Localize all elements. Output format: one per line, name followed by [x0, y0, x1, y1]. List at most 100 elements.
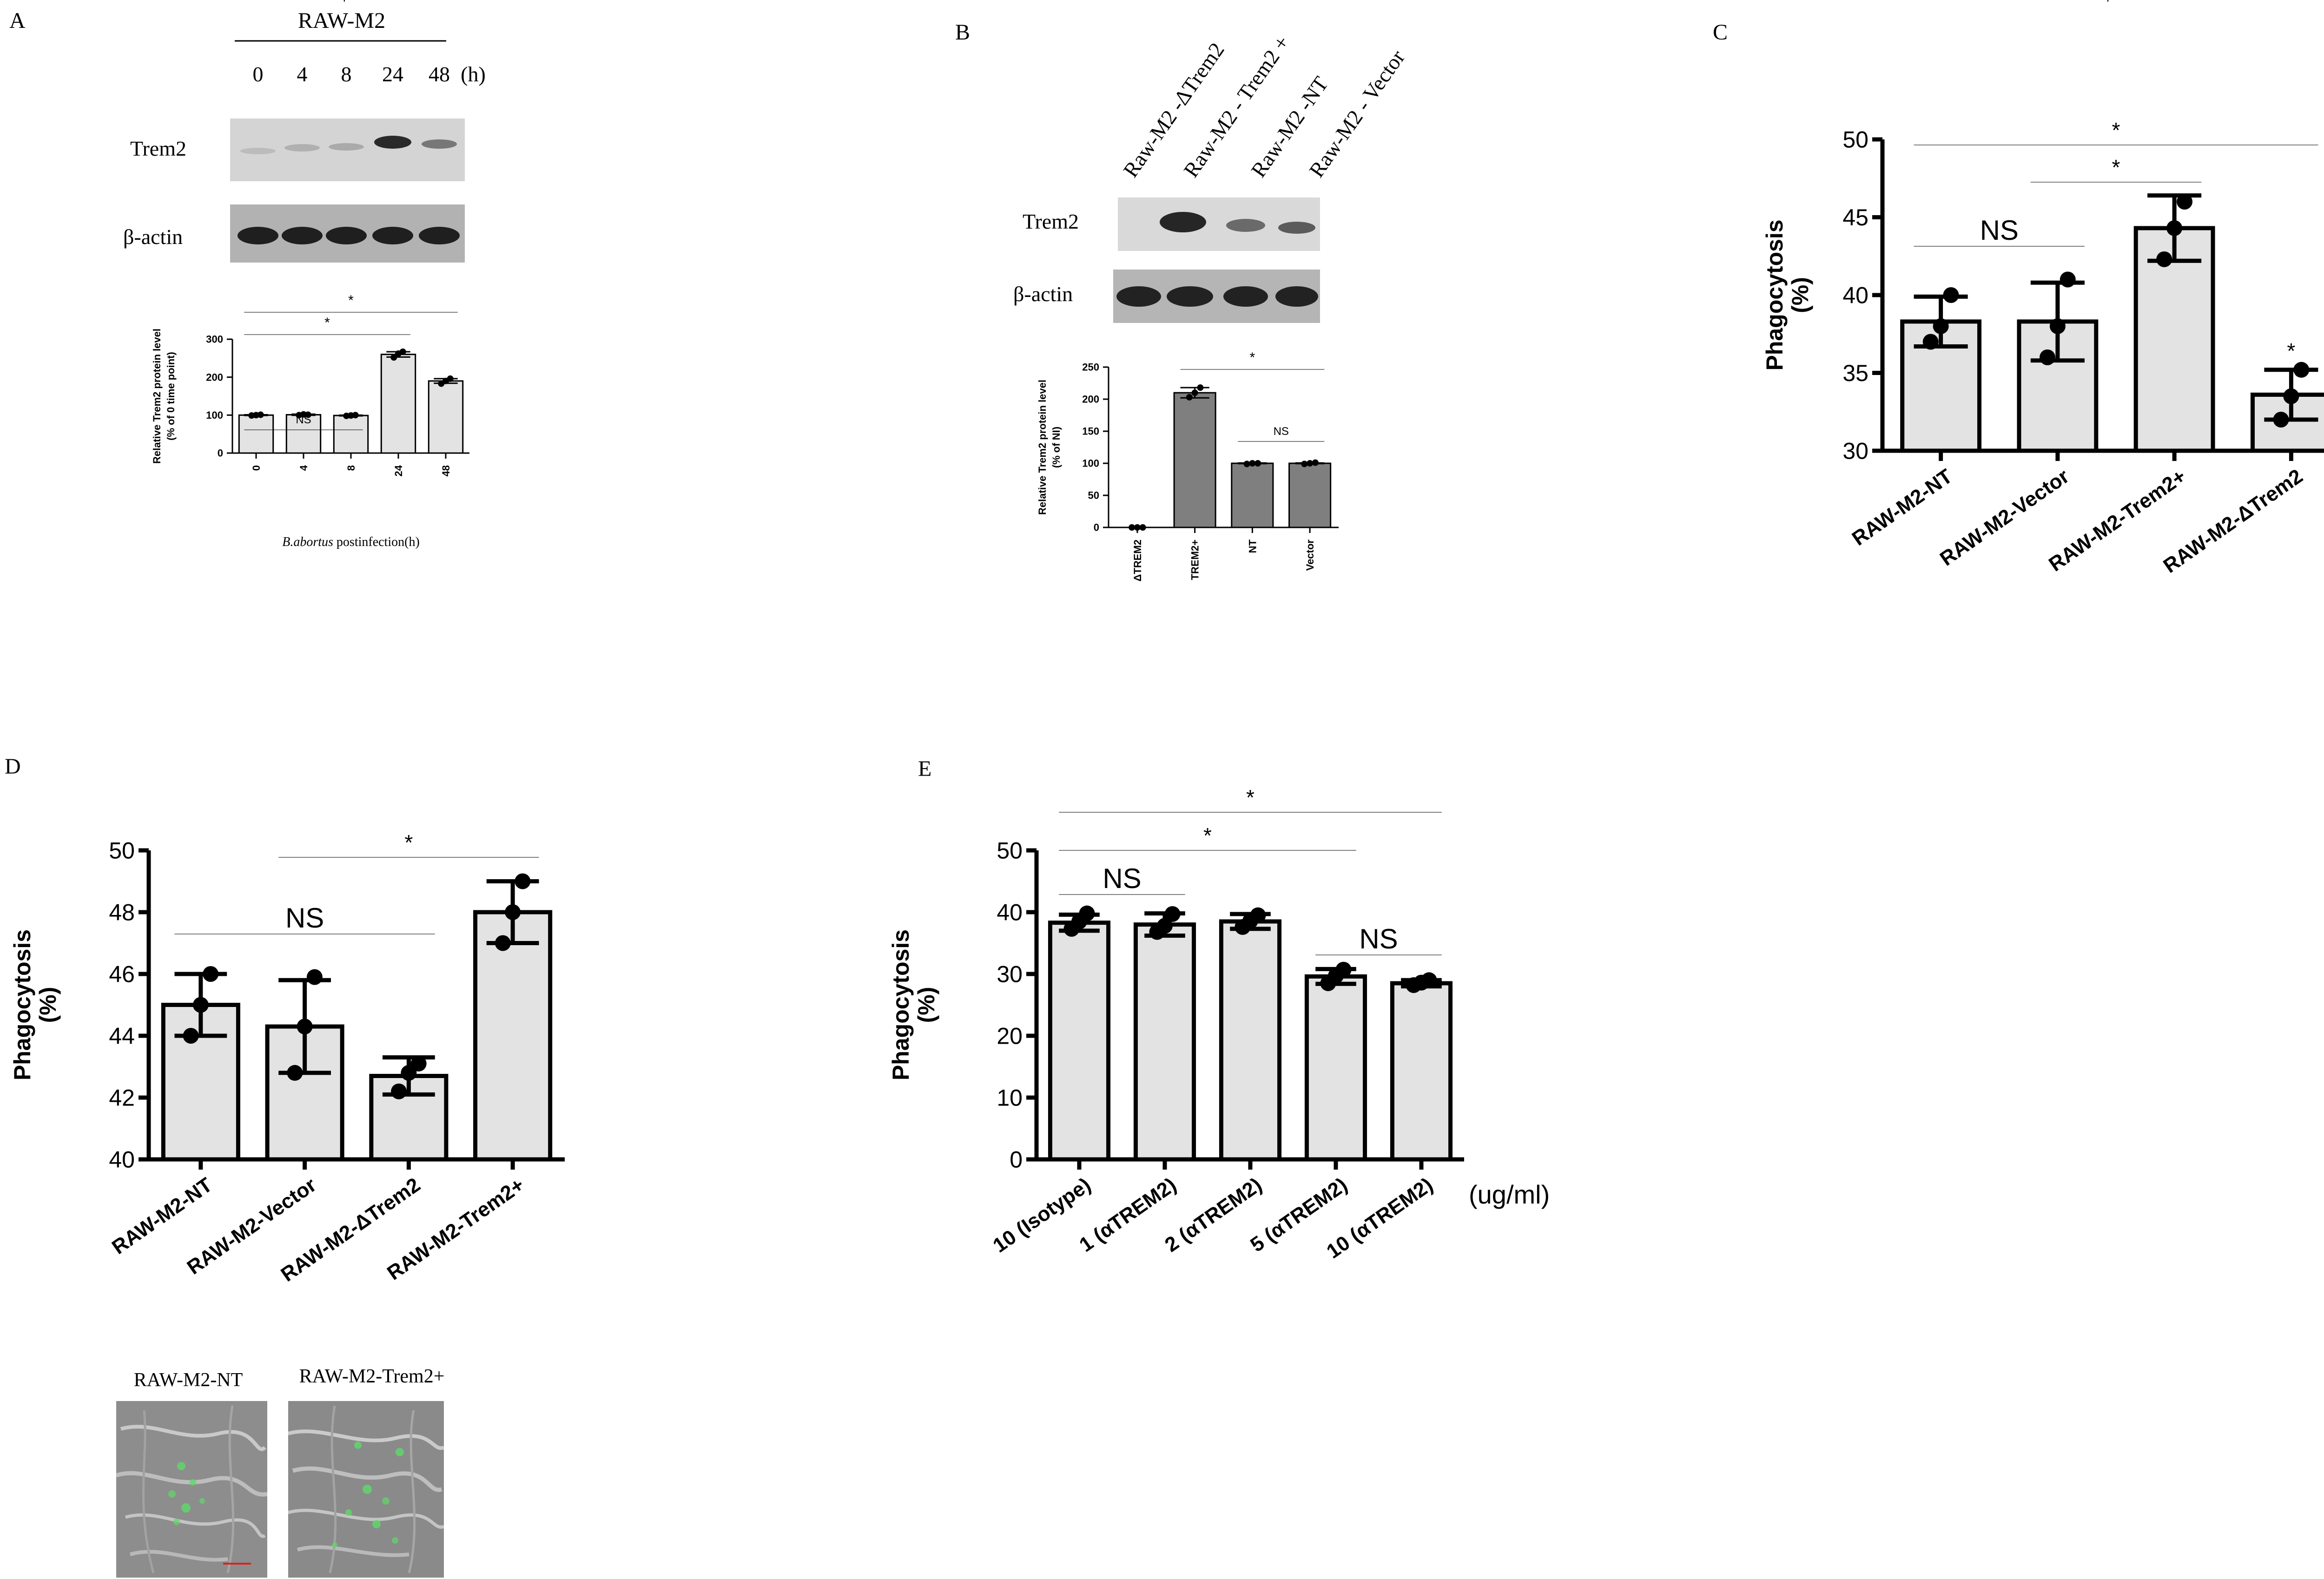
y-tick-label: 45 [1842, 204, 1868, 230]
y-tick-label: 250 [1082, 362, 1099, 373]
data-point [401, 1065, 417, 1081]
data-point [183, 1028, 199, 1044]
data-point [1307, 460, 1314, 467]
data-point [1197, 384, 1204, 391]
data-point [1164, 906, 1181, 922]
blot-band [1275, 286, 1318, 307]
y-tick-label: 40 [1842, 283, 1868, 309]
y-tick-label: 20 [997, 1023, 1023, 1049]
ns-label: NS [1980, 215, 2019, 246]
y-tick-label: 200 [206, 371, 223, 383]
data-point [2177, 194, 2193, 210]
y-tick-label: 30 [997, 961, 1023, 987]
x-tick-label: 0 [251, 465, 262, 471]
bar [473, 910, 553, 1162]
significance-star: * [324, 315, 330, 330]
bar [1219, 919, 1282, 1162]
data-point [515, 873, 531, 889]
data-point [447, 375, 454, 382]
ns-label: NS [285, 902, 324, 934]
cell-line-label: RAW-M2 [298, 8, 385, 33]
y-axis-label: (% of NI) [1050, 427, 1062, 468]
data-point [391, 1083, 407, 1099]
panel-a-label: A [9, 8, 26, 33]
data-point [2283, 388, 2299, 404]
y-tick-label: 35 [1842, 360, 1868, 386]
significance-star: * [2112, 155, 2120, 179]
y-tick-label: 50 [997, 838, 1023, 864]
blot-row-label: β-actin [123, 225, 183, 249]
data-point [352, 412, 359, 419]
chart-b: 0 50 100 150 200 250 ΔTREM2 TREM2+ NT Vector Relat… [1037, 350, 1339, 581]
blot-band [329, 143, 364, 151]
chart-c: Unopsonised3035404550RAW-M2-NTRAW-M2-Vec… [1762, 0, 2324, 578]
blot-row-label: Trem2 [130, 137, 186, 160]
image-caption: RAW-M2-Trem2+ [299, 1366, 445, 1387]
micrograph-nt [116, 1401, 267, 1578]
y-tick-label: 30 [1842, 438, 1868, 464]
y-tick-label: 10 [997, 1085, 1023, 1111]
blot-band [374, 136, 411, 149]
ns-label: NS [296, 414, 311, 426]
blot-band [284, 144, 320, 151]
y-tick-label: 50 [1088, 490, 1099, 501]
bar [333, 414, 369, 454]
blot-band [372, 227, 413, 244]
time-label: 8 [341, 62, 352, 86]
y-tick-label: 50 [109, 838, 135, 864]
y-tick-label: 50 [1842, 127, 1868, 153]
data-point [1254, 460, 1261, 467]
time-labels: 0 4 8 24 48 (h) [253, 62, 486, 86]
chart-d: Opsonised404244464850RAW-M2-NTRAW-M2-Vec… [9, 0, 565, 1286]
data-point [2060, 271, 2076, 288]
data-point [1301, 461, 1308, 467]
data-point [203, 966, 219, 982]
data-point [287, 1065, 303, 1081]
blot-band [1226, 219, 1265, 232]
micrograph-nt-texture [116, 1401, 267, 1578]
data-point [1079, 905, 1095, 921]
data-point [1421, 972, 1437, 988]
data-point [2293, 362, 2310, 378]
y-axis-label: (%) [35, 987, 61, 1023]
bar [1390, 981, 1453, 1162]
bar [238, 414, 274, 454]
panel-c-label: C [1713, 20, 1728, 45]
data-point [1186, 394, 1193, 401]
significance-star: * [1203, 823, 1212, 848]
western-blot [230, 118, 465, 263]
ns-label: NS [1274, 425, 1289, 438]
x-tick-label: NT [1247, 539, 1258, 553]
y-axis-label: (%) [913, 987, 939, 1023]
data-point [1933, 318, 1949, 334]
x-tick-label: Vector [1304, 539, 1316, 571]
bar [1133, 922, 1196, 1162]
chart-title: Unopsonised [2093, 0, 2139, 2]
panel-c: C Unopsonised3035404550RAW-M2-NTRAW-M2-V… [1713, 0, 2324, 578]
time-label: 0 [253, 62, 264, 86]
x-unit-label: (ug/ml) [1469, 1180, 1550, 1209]
data-point [1335, 961, 1352, 978]
significance-star: * [1250, 350, 1255, 365]
chart-title: Opsonised [337, 0, 376, 2]
y-tick-label: 46 [109, 961, 135, 987]
x-tick-label: RAW-M2-NT [1848, 465, 1957, 550]
data-point [1943, 287, 1959, 303]
y-tick-label: 40 [109, 1147, 135, 1173]
significance-star: * [2287, 339, 2295, 363]
data-point [410, 1055, 427, 1072]
data-point [2156, 251, 2172, 267]
data-point [2273, 412, 2289, 428]
time-label: 24 [382, 62, 403, 86]
blot-band [326, 227, 367, 244]
blot-band [238, 227, 278, 244]
y-tick-label: 48 [109, 900, 135, 926]
y-tick-label: 44 [109, 1023, 135, 1049]
significance-star: * [1246, 785, 1254, 809]
data-point [304, 411, 311, 418]
data-point [1250, 907, 1266, 923]
x-axis-label-italic: B.abortus [282, 535, 333, 549]
bar [380, 354, 416, 454]
bar [1173, 392, 1216, 528]
panel-e-label: E [918, 757, 931, 781]
